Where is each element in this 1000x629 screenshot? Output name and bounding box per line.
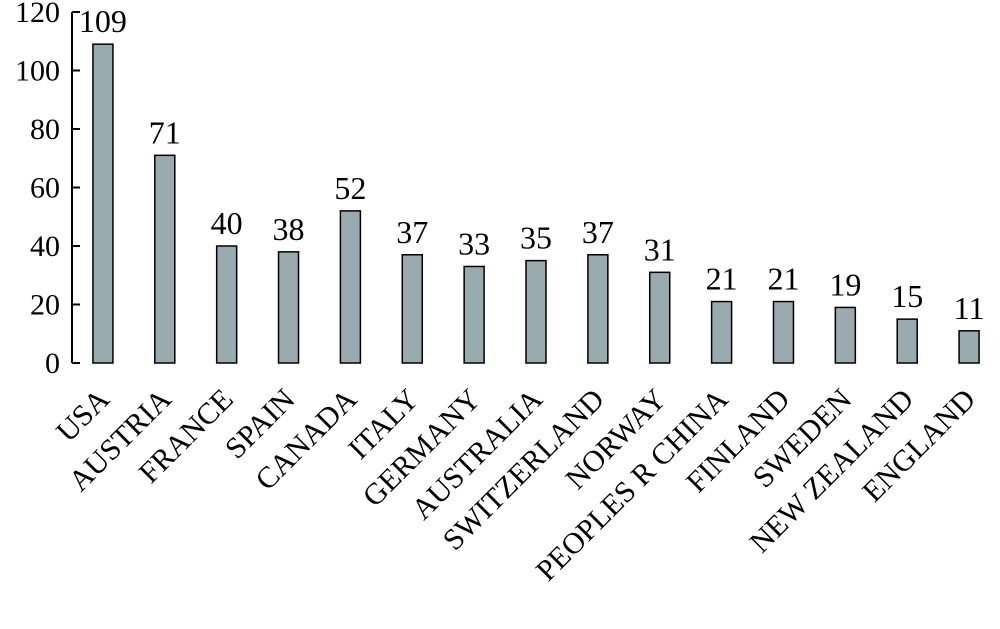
- data-label: 40: [211, 205, 243, 241]
- data-label: 37: [396, 214, 428, 250]
- bar: [92, 43, 114, 364]
- bar: [710, 300, 733, 364]
- data-label: 19: [829, 266, 861, 302]
- y-tick-label: 60: [30, 172, 60, 205]
- bar: [401, 254, 424, 364]
- bar: [277, 251, 300, 364]
- data-label: 109: [79, 3, 127, 39]
- bar: [648, 271, 671, 364]
- y-axis: 0 20 40 60 80 100 120: [15, 0, 80, 380]
- data-label: 37: [582, 214, 614, 250]
- bar: [772, 300, 795, 364]
- data-label: 35: [520, 220, 552, 256]
- bar: [215, 245, 238, 364]
- x-axis-labels: USAAUSTRIAFRANCESPAINCANADAITALYGERMANYA…: [50, 382, 982, 587]
- data-label: 31: [644, 231, 676, 267]
- y-tick-label: 120: [15, 0, 60, 29]
- data-label: 11: [954, 290, 985, 326]
- bar: [463, 265, 485, 364]
- bar: [339, 210, 362, 364]
- bar: [587, 254, 609, 364]
- data-label: 38: [273, 211, 305, 247]
- data-label: 21: [706, 261, 738, 297]
- bar: [154, 154, 176, 364]
- bar: [896, 318, 918, 364]
- y-tick-label: 100: [15, 55, 60, 88]
- y-tick-label: 80: [30, 113, 60, 146]
- bar: [525, 259, 547, 364]
- data-label: 15: [891, 278, 923, 314]
- data-label: 52: [334, 170, 366, 206]
- bar: [834, 306, 857, 364]
- data-label: 33: [458, 225, 490, 261]
- y-tick-label: 20: [30, 289, 60, 322]
- data-labels: 109 71 40 38 52 37 33 35 37 31 21 21 19 15 11: [79, 3, 985, 326]
- bar: [958, 330, 980, 364]
- y-tick-label: 40: [30, 230, 60, 263]
- bars: [92, 43, 980, 364]
- data-label: 21: [767, 261, 799, 297]
- y-tick-label: 0: [45, 347, 60, 380]
- data-label: 71: [149, 114, 181, 150]
